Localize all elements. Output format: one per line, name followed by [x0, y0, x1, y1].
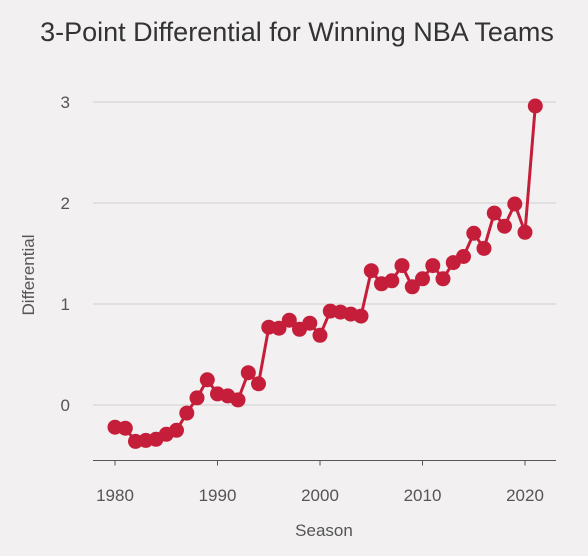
x-axis-label: Season [295, 521, 353, 540]
data-point [527, 98, 543, 114]
data-point [117, 420, 133, 436]
data-point [363, 263, 379, 279]
data-point [179, 405, 195, 421]
y-tick-label: 3 [61, 93, 70, 112]
x-tick-label: 2000 [301, 486, 339, 505]
y-tick-label: 2 [61, 194, 70, 213]
data-point [230, 392, 246, 408]
x-tick-label: 1990 [199, 486, 237, 505]
y-tick-label: 0 [61, 396, 70, 415]
data-point [497, 218, 512, 234]
data-point [271, 320, 287, 336]
data-point [517, 224, 533, 240]
data-point [169, 422, 184, 438]
data-point [486, 205, 502, 221]
data-point [312, 327, 328, 343]
data-point [425, 258, 441, 274]
data-point [251, 376, 266, 392]
data-point [394, 258, 410, 274]
y-axis: 0 1 2 3 [61, 93, 70, 415]
series-layer [107, 98, 543, 449]
y-tick-label: 1 [61, 295, 70, 314]
data-point [302, 315, 318, 331]
data-point [384, 273, 400, 289]
data-point [466, 225, 482, 241]
data-point [404, 279, 420, 295]
x-tick-label: 1980 [96, 486, 134, 505]
gridlines [93, 101, 556, 406]
data-point [435, 271, 451, 287]
data-point [507, 196, 523, 212]
data-point [189, 390, 205, 406]
chart-title: 3-Point Differential for Winning NBA Tea… [40, 17, 554, 47]
x-tick-label: 2010 [404, 486, 442, 505]
data-point [199, 372, 215, 388]
data-point [415, 271, 430, 287]
data-point [456, 249, 471, 264]
series-line [114, 105, 537, 443]
data-point [476, 240, 492, 256]
data-point [240, 365, 256, 381]
x-axis: 1980 1990 2000 2010 2020 [93, 460, 556, 505]
data-point [353, 308, 369, 324]
data-point [281, 312, 297, 328]
x-tick-label: 2020 [506, 486, 544, 505]
y-axis-label: Differential [19, 235, 38, 316]
